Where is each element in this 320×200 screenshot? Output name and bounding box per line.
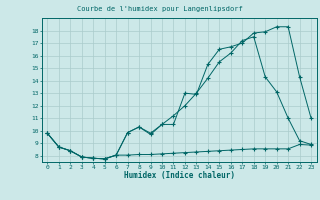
- Text: Courbe de l'humidex pour Langenlipsdorf: Courbe de l'humidex pour Langenlipsdorf: [77, 6, 243, 12]
- X-axis label: Humidex (Indice chaleur): Humidex (Indice chaleur): [124, 171, 235, 180]
